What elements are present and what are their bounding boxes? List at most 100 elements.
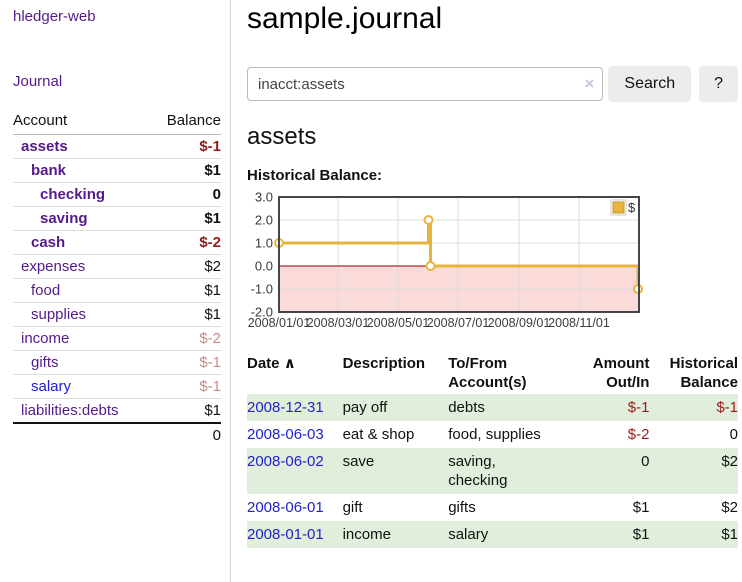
date-header-label: Date <box>247 355 280 372</box>
transaction-row: 2008-06-02 save saving, checking 0 $2 <box>247 448 738 494</box>
transaction-accounts: gifts <box>448 499 476 516</box>
register-body: 2008-12-31 pay off debts $-1 $-1 2008-06-03 ea… <box>247 394 738 548</box>
register-table: Date ∧ Description To/From Account(s) Am… <box>247 352 738 548</box>
account-balance: 0 <box>212 186 221 203</box>
account-link-salary[interactable]: salary <box>31 378 72 395</box>
transaction-date-link[interactable]: 2008-01-01 <box>247 526 324 543</box>
account-link-assets[interactable]: assets <box>21 138 68 155</box>
transaction-amount: $-1 <box>627 399 650 416</box>
clear-search-icon[interactable]: × <box>584 74 595 93</box>
transaction-balance: 0 <box>729 426 738 443</box>
transaction-amount: $1 <box>632 526 650 543</box>
account-row: cash $-2 <box>13 230 221 255</box>
spacer <box>13 423 150 447</box>
account-tree-body: assets $-1 bank $1 checking 0 saving $1 cash $-2 e… <box>13 135 221 424</box>
transaction-date-link[interactable]: 2008-06-03 <box>247 426 324 443</box>
transaction-accounts: debts <box>448 399 485 416</box>
svg-text:3.0: 3.0 <box>255 192 273 205</box>
account-row: gifts $-1 <box>13 350 221 375</box>
account-link-saving[interactable]: saving <box>40 210 88 227</box>
account-balance: $-2 <box>199 234 221 251</box>
accounts-column-header: To/From Account(s) <box>448 355 527 391</box>
account-row: expenses $2 <box>13 254 221 279</box>
transaction-date-link[interactable]: 2008-06-02 <box>247 453 324 470</box>
account-balance: $-1 <box>199 378 221 395</box>
search-input[interactable] <box>247 67 604 101</box>
account-row: supplies $1 <box>13 302 221 327</box>
app-title-link[interactable]: hledger-web <box>13 8 96 25</box>
account-row: income $-2 <box>13 326 221 351</box>
account-row: bank $1 <box>13 158 221 183</box>
svg-text:2.0: 2.0 <box>255 213 273 228</box>
transaction-date-link[interactable]: 2008-12-31 <box>247 399 324 416</box>
account-balance: $1 <box>204 210 221 227</box>
transaction-description: gift <box>342 499 363 516</box>
account-link-expenses[interactable]: expenses <box>21 258 86 275</box>
sidebar: hledger-web Journal Account Balance asse… <box>0 0 231 582</box>
account-total-balance: 0 <box>212 427 221 444</box>
svg-text:2008/09/01: 2008/09/01 <box>488 316 551 330</box>
account-row: saving $1 <box>13 206 221 231</box>
balance-chart: 3.0 2.0 1.0 0.0 -1.0 -2.0 2008/01/01 2008/03/01… <box>247 190 647 334</box>
balance-column-header: Balance <box>150 109 221 135</box>
transaction-row: 2008-01-01 income salary $1 $1 <box>247 521 738 548</box>
transaction-amount: $-2 <box>627 426 650 443</box>
transaction-balance: $1 <box>721 526 738 543</box>
transaction-accounts: food, supplies <box>448 426 541 443</box>
account-total-row: 0 <box>13 423 221 447</box>
register-header-row: Date ∧ Description To/From Account(s) Am… <box>247 352 738 394</box>
sidebar-item-journal[interactable]: Journal <box>13 73 63 90</box>
transaction-row: 2008-06-01 gift gifts $1 $2 <box>247 494 738 521</box>
transaction-description: eat & shop <box>342 426 415 443</box>
account-tree-header: Account Balance <box>13 109 221 135</box>
search-button[interactable]: Search <box>608 66 692 102</box>
account-link-gifts[interactable]: gifts <box>31 354 59 371</box>
transaction-row: 2008-06-03 eat & shop food, supplies $-2 0 <box>247 421 738 448</box>
svg-text:2008/03/01: 2008/03/01 <box>307 316 370 330</box>
transaction-date-link[interactable]: 2008-06-01 <box>247 499 324 516</box>
balance-column-header: Historical Balance <box>669 355 738 391</box>
transaction-row: 2008-12-31 pay off debts $-1 $-1 <box>247 394 738 421</box>
transaction-description: pay off <box>342 399 388 416</box>
account-link-checking[interactable]: checking <box>40 186 106 203</box>
help-button[interactable]: ? <box>699 66 738 102</box>
account-link-supplies[interactable]: supplies <box>31 306 87 323</box>
account-row: liabilities:debts $1 <box>13 398 221 424</box>
transaction-amount: $1 <box>632 499 650 516</box>
balance-chart-svg: 3.0 2.0 1.0 0.0 -1.0 -2.02008/01/012008/03/01… <box>248 190 644 330</box>
account-link-income[interactable]: income <box>21 330 70 347</box>
account-balance: $1 <box>204 162 221 179</box>
search-form: × Search ? <box>247 66 738 102</box>
svg-text:2008/01/01: 2008/01/01 <box>248 316 311 330</box>
account-row: checking 0 <box>13 182 221 207</box>
transaction-amount: 0 <box>641 453 650 470</box>
svg-text:-1.0: -1.0 <box>251 282 273 297</box>
date-column-header[interactable]: Date ∧ <box>247 352 343 394</box>
account-link-liabilities-debts[interactable]: liabilities:debts <box>21 402 119 419</box>
page-title: sample.journal <box>247 2 443 35</box>
svg-text:2008/05/01: 2008/05/01 <box>367 316 430 330</box>
sort-ascending-icon: ∧ <box>283 355 296 372</box>
svg-text:1.0: 1.0 <box>255 236 273 251</box>
chart-title: Historical Balance: <box>247 167 383 184</box>
transaction-accounts: saving, checking <box>448 453 508 489</box>
transaction-description: income <box>342 526 391 543</box>
transaction-description: save <box>342 453 375 470</box>
account-link-bank[interactable]: bank <box>31 162 67 179</box>
account-balance: $2 <box>204 258 221 275</box>
svg-text:2008/11/01: 2008/11/01 <box>548 316 610 330</box>
account-heading: assets <box>247 123 317 150</box>
account-balance: $-2 <box>199 330 221 347</box>
account-column-header: Account <box>13 109 151 135</box>
transaction-accounts: salary <box>448 526 489 543</box>
svg-text:-2.0: -2.0 <box>251 305 273 320</box>
account-link-cash[interactable]: cash <box>31 234 66 251</box>
account-balance: $1 <box>204 282 221 299</box>
account-balance: $1 <box>204 402 221 419</box>
transaction-balance: $2 <box>721 499 738 516</box>
amount-column-header: Amount Out/In <box>592 355 650 391</box>
account-link-food[interactable]: food <box>31 282 61 299</box>
account-row: food $1 <box>13 278 221 303</box>
search-input-wrap: × <box>247 67 604 101</box>
